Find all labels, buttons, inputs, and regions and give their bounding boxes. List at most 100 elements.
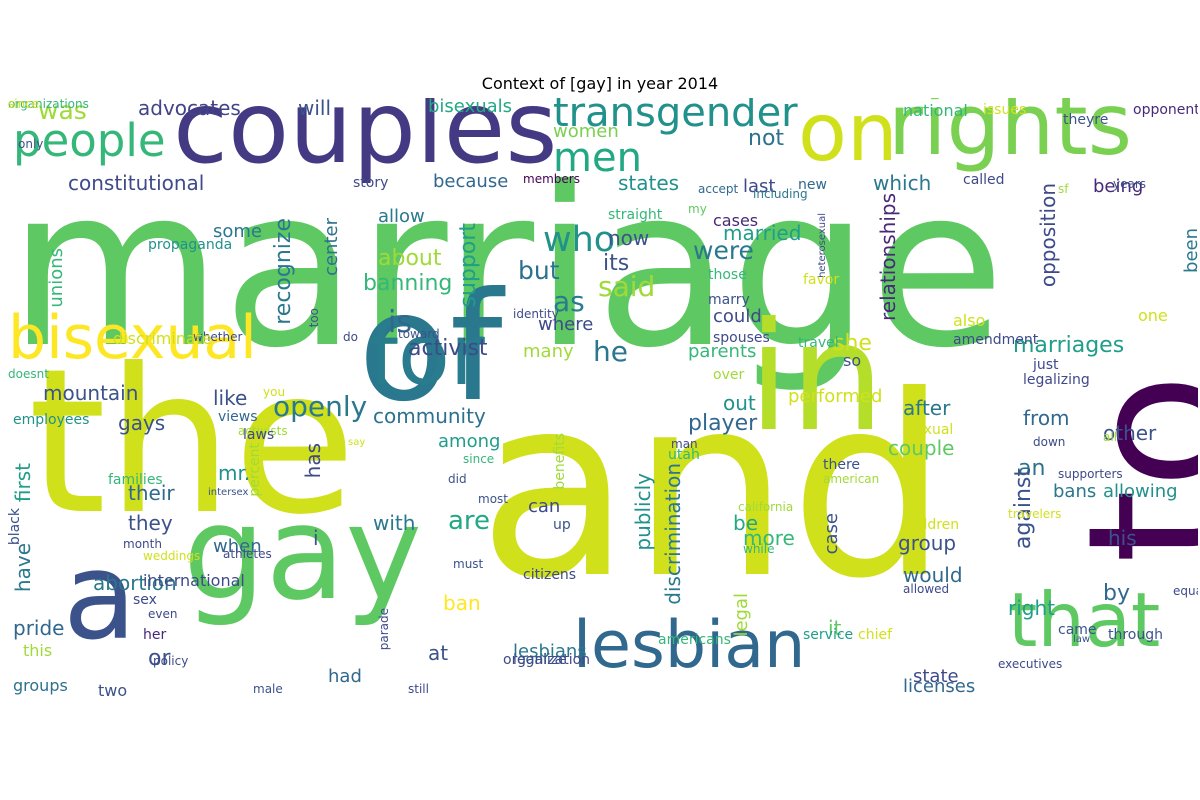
cloud-word: laws <box>243 427 275 443</box>
cloud-word: a <box>63 528 137 667</box>
cloud-word: said <box>598 270 656 303</box>
cloud-word: legal <box>731 593 752 637</box>
cloud-word: couples <box>173 98 558 186</box>
cloud-word: has <box>301 443 325 479</box>
cloud-word: years <box>1113 177 1147 191</box>
cloud-word: is <box>388 305 412 340</box>
cloud-word: player <box>688 411 758 436</box>
cloud-word: rights <box>888 98 1133 175</box>
cloud-word: who <box>543 220 616 260</box>
cloud-word: amendment <box>953 332 1039 348</box>
cloud-word: citizens <box>523 567 577 583</box>
cloud-word: couple <box>888 436 955 460</box>
cloud-word: the <box>28 326 357 559</box>
cloud-word: accept <box>698 182 739 196</box>
cloud-word: while <box>743 542 775 556</box>
cloud-word: being <box>1093 176 1144 197</box>
cloud-word: discriminate <box>113 329 212 348</box>
cloud-word: organization <box>503 652 591 668</box>
cloud-word: opponents <box>1133 102 1198 118</box>
cloud-word: would <box>903 563 963 587</box>
cloud-word: also <box>953 311 986 330</box>
cloud-word: most <box>478 492 508 506</box>
cloud-word: or <box>148 646 171 671</box>
cloud-word: its <box>603 251 630 276</box>
cloud-word: two <box>98 681 128 700</box>
cloud-word: allow <box>378 206 425 227</box>
cloud-word: it <box>828 616 842 640</box>
cloud-word: activist <box>408 336 488 361</box>
cloud-word: even <box>148 607 178 621</box>
cloud-word: children <box>903 517 960 533</box>
cloud-word: bisexual <box>8 303 257 373</box>
cloud-word: after <box>903 396 951 420</box>
cloud-word: constitutional <box>68 171 205 195</box>
cloud-word: supporters <box>1058 467 1123 481</box>
cloud-word: advocates <box>138 98 241 120</box>
cloud-word: like <box>213 386 248 410</box>
cloud-word: have <box>11 543 35 593</box>
cloud-word: not <box>748 126 785 151</box>
cloud-word: case <box>821 513 842 555</box>
cloud-word: men <box>553 135 642 181</box>
cloud-word: by <box>1103 581 1130 606</box>
cloud-word: black <box>8 508 23 546</box>
cloud-word: executives <box>998 657 1063 671</box>
cloud-word: now <box>608 226 650 250</box>
cloud-word: down <box>1033 435 1066 449</box>
cloud-word: travelers <box>1008 507 1062 521</box>
cloud-word: marriages <box>1013 333 1125 358</box>
cloud-word: one <box>1138 306 1168 325</box>
cloud-word: new <box>798 177 827 193</box>
cloud-word: in <box>748 291 885 465</box>
cloud-word: parents <box>688 341 757 362</box>
cloud-word: be <box>733 511 758 535</box>
cloud-word: sex <box>133 592 157 608</box>
cloud-word: was <box>38 98 87 125</box>
cloud-word: only <box>18 137 44 151</box>
cloud-word: had <box>328 666 362 687</box>
cloud-word: there <box>823 457 861 473</box>
cloud-word: you <box>263 385 286 399</box>
cloud-word: i <box>313 526 319 550</box>
cloud-word: openly <box>273 390 368 423</box>
cloud-word: unions <box>46 248 67 308</box>
cloud-word: lesbian <box>573 608 806 683</box>
cloud-word: but <box>518 256 560 285</box>
cloud-word: mountain <box>43 381 139 405</box>
cloud-word: first <box>11 463 35 503</box>
cloud-word: california <box>738 500 794 514</box>
cloud-word: marriage <box>8 140 1006 396</box>
cloud-word: licenses <box>903 676 976 697</box>
word-cloud: marriage and the to couples of in gay a rights on f… <box>8 98 1198 700</box>
cloud-word: man <box>671 437 698 451</box>
cloud-word: more <box>743 526 795 550</box>
cloud-word: performed <box>788 386 883 407</box>
cloud-word: american <box>823 472 880 486</box>
cloud-word: parade <box>377 608 391 651</box>
cloud-word: out <box>723 391 756 415</box>
cloud-word: relationships <box>876 193 900 321</box>
cloud-word: identity <box>513 307 559 321</box>
cloud-word: for <box>368 306 485 405</box>
cloud-word: groups <box>13 676 68 695</box>
cloud-word: mr. <box>218 461 251 485</box>
cloud-word: whether <box>193 330 243 344</box>
cloud-word: his <box>1108 526 1137 550</box>
cloud-word: issues <box>983 102 1027 118</box>
cloud-word: international <box>143 571 245 590</box>
cloud-word: when <box>213 536 262 557</box>
cloud-word: opposition <box>1036 183 1060 288</box>
cloud-word: allowed <box>903 582 950 596</box>
cloud-word: about <box>378 246 442 271</box>
cloud-word: as <box>553 285 585 318</box>
cloud-word: cases <box>713 211 759 230</box>
cloud-word: at <box>428 641 449 665</box>
cloud-word: views <box>218 409 258 425</box>
cloud-word: allowing <box>1103 481 1178 502</box>
cloud-word: intersex <box>208 487 249 498</box>
cloud-word: sexual <box>908 422 954 438</box>
cloud-word: activists <box>238 424 288 438</box>
cloud-word: discrimination <box>661 463 685 605</box>
cloud-word: banning <box>363 271 453 296</box>
